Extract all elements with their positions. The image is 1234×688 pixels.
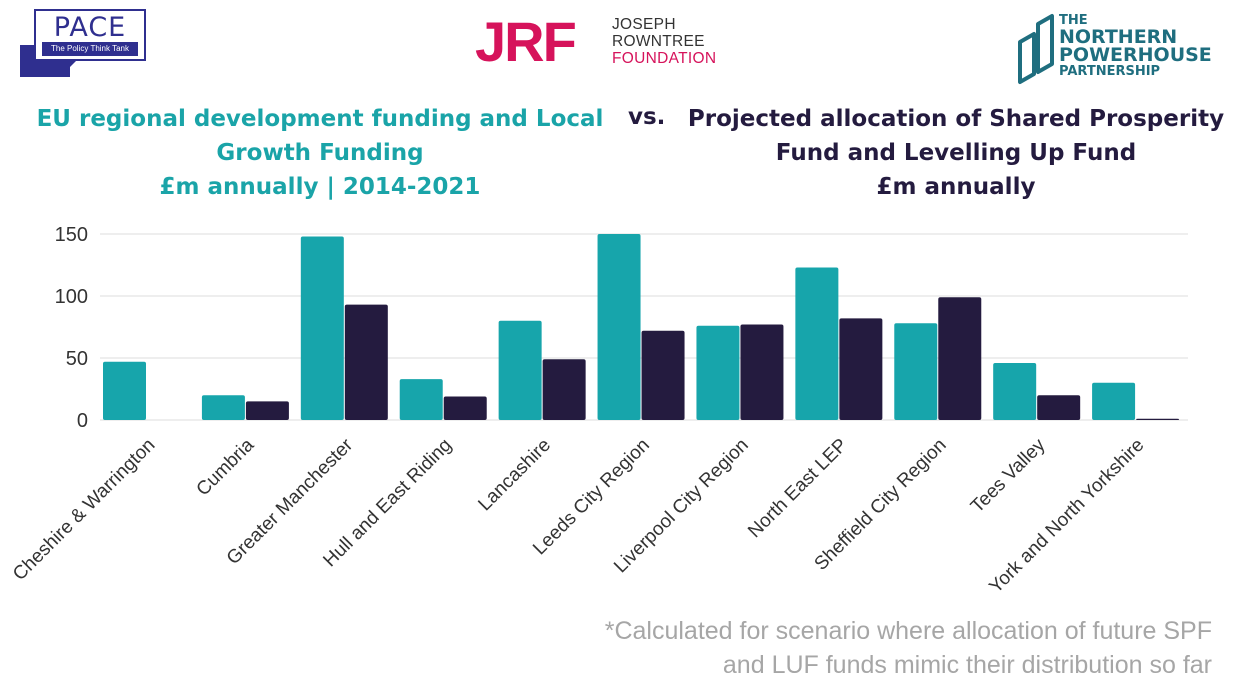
vs-label: vs. xyxy=(628,104,666,130)
chart-title-left: EU regional development funding and Loca… xyxy=(20,102,620,204)
title-right-line3: £m annually xyxy=(876,174,1036,200)
pace-logo: PACE The Policy Think Tank xyxy=(20,9,146,79)
x-tick-label: North East LEP xyxy=(744,435,851,542)
jrf-logo: JRF JOSEPH ROWNTREE FOUNDATION xyxy=(475,14,735,70)
bar xyxy=(300,236,344,420)
x-tick-label: Tees Valley xyxy=(967,434,1050,517)
bar xyxy=(245,401,289,420)
jrf-logo-line3: FOUNDATION xyxy=(612,50,717,67)
bar xyxy=(542,359,586,420)
bar xyxy=(696,325,740,420)
npp-logo-line3: POWERHOUSE xyxy=(1059,44,1212,66)
y-tick-label: 100 xyxy=(55,286,88,308)
npp-logo-line4: PARTNERSHIP xyxy=(1059,64,1161,79)
pace-logo-tail-tip xyxy=(70,57,80,67)
jrf-logo-mark: JRF xyxy=(475,10,577,73)
jrf-logo-line2: ROWNTREE xyxy=(612,33,705,50)
y-tick-label: 0 xyxy=(77,410,88,432)
bar xyxy=(443,396,487,420)
title-left-line1: EU regional development funding and Loca… xyxy=(36,106,604,132)
footnote-line1: *Calculated for scenario where allocatio… xyxy=(604,617,1212,645)
bar xyxy=(894,323,938,420)
jrf-logo-line1: JOSEPH xyxy=(612,16,676,33)
npp-logo-line2: NORTHERN xyxy=(1059,26,1178,48)
bar xyxy=(641,330,685,420)
bar xyxy=(839,318,883,420)
bar xyxy=(103,361,146,420)
footnote: *Calculated for scenario where allocatio… xyxy=(605,614,1212,682)
bar xyxy=(1037,395,1081,420)
bar xyxy=(993,362,1037,420)
npp-logo-icon xyxy=(1018,14,1054,84)
bar xyxy=(498,320,542,420)
y-tick-label: 50 xyxy=(66,348,88,370)
title-right-line2: Fund and Levelling Up Fund xyxy=(775,140,1137,166)
x-tick-label: Cumbria xyxy=(193,434,259,500)
bar xyxy=(1092,382,1136,420)
npp-logo: THE NORTHERN POWERHOUSE PARTNERSHIP xyxy=(1014,12,1214,88)
chart-title-right: Projected allocation of Shared Prosperit… xyxy=(678,102,1234,204)
x-tick-label: Cheshire & Warrington xyxy=(9,435,159,585)
pace-logo-name: PACE xyxy=(53,12,127,43)
bar xyxy=(201,395,245,420)
npp-logo-line1: THE xyxy=(1059,13,1088,28)
title-left-line2: Growth Funding xyxy=(216,140,424,166)
bar xyxy=(740,324,784,420)
npp-logo-text: THE NORTHERN POWERHOUSE PARTNERSHIP xyxy=(1059,13,1212,80)
pace-logo-box: PACE The Policy Think Tank xyxy=(34,9,146,61)
title-left-line3: £m annually | 2014-2021 xyxy=(159,174,481,200)
bar xyxy=(1136,418,1180,420)
jrf-logo-text: JOSEPH ROWNTREE FOUNDATION xyxy=(612,16,716,67)
pace-logo-tagline: The Policy Think Tank xyxy=(42,42,138,56)
title-right-line1: Projected allocation of Shared Prosperit… xyxy=(687,106,1225,132)
bar xyxy=(399,379,443,420)
x-tick-label: Lancashire xyxy=(474,435,555,516)
bar xyxy=(795,267,839,420)
bar xyxy=(938,297,982,420)
footnote-line2: and LUF funds mimic their distribution s… xyxy=(722,651,1212,679)
bar xyxy=(344,304,388,420)
y-tick-label: 150 xyxy=(55,224,88,246)
bar xyxy=(597,234,641,420)
